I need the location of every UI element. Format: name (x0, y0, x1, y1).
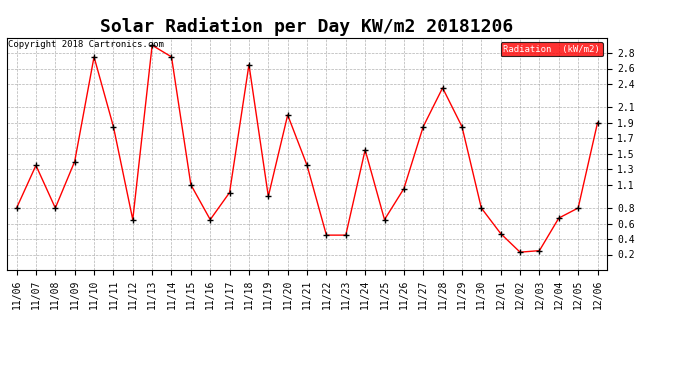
Title: Solar Radiation per Day KW/m2 20181206: Solar Radiation per Day KW/m2 20181206 (101, 17, 513, 36)
Legend: Radiation  (kW/m2): Radiation (kW/m2) (500, 42, 602, 56)
Text: Copyright 2018 Cartronics.com: Copyright 2018 Cartronics.com (8, 40, 164, 49)
